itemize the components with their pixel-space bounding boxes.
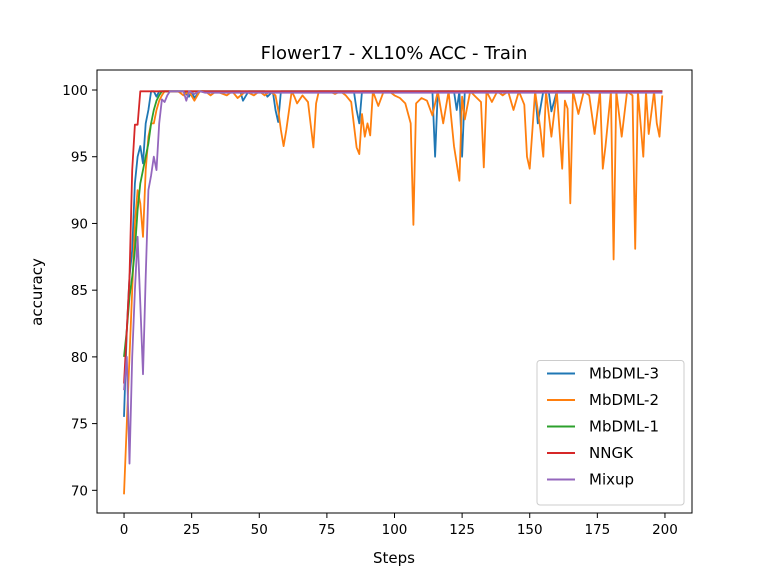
plot-border	[96, 69, 693, 514]
x-tick-label: 150	[517, 522, 543, 538]
legend-entry: NNGK	[589, 444, 634, 462]
y-axis-label: accuracy	[28, 258, 46, 326]
legend-entry: MbDML-3	[589, 365, 659, 383]
x-tick-label: 125	[449, 522, 475, 538]
legend: MbDML-3 MbDML-2 MbDML-1 NNGK Mixup	[536, 360, 685, 506]
x-tick-label: 25	[183, 522, 200, 538]
x-tick-label: 175	[584, 522, 610, 538]
y-tick-label: 75	[71, 417, 88, 433]
series-line-nngk	[123, 90, 663, 384]
y-tick-label: 90	[71, 216, 88, 232]
legend-box	[536, 360, 685, 506]
legend-entry: MbDML-2	[589, 391, 659, 409]
x-tick-label: 100	[382, 522, 408, 538]
chart-title: Flower17 - XL10% ACC - Train	[261, 43, 528, 64]
x-tick-label: 75	[318, 522, 335, 538]
y-tick-label: 70	[71, 483, 88, 499]
x-tick-label: 200	[652, 522, 678, 538]
y-tick-label: 100	[62, 83, 88, 99]
x-axis-label: Steps	[373, 549, 415, 567]
series-layer	[123, 90, 664, 495]
y-tick-label: 85	[71, 283, 88, 299]
axis-ticks: 0 25 50 75 100 125 150 175 200 70 75 80 85 90 95 100	[62, 83, 678, 538]
series-line-mixup	[123, 90, 663, 465]
y-tick-label: 80	[71, 350, 88, 366]
legend-entry: Mixup	[589, 471, 634, 489]
y-tick-label: 95	[71, 150, 88, 166]
legend-entry: MbDML-1	[589, 418, 659, 436]
x-tick-label: 0	[120, 522, 129, 538]
x-tick-label: 50	[251, 522, 268, 538]
